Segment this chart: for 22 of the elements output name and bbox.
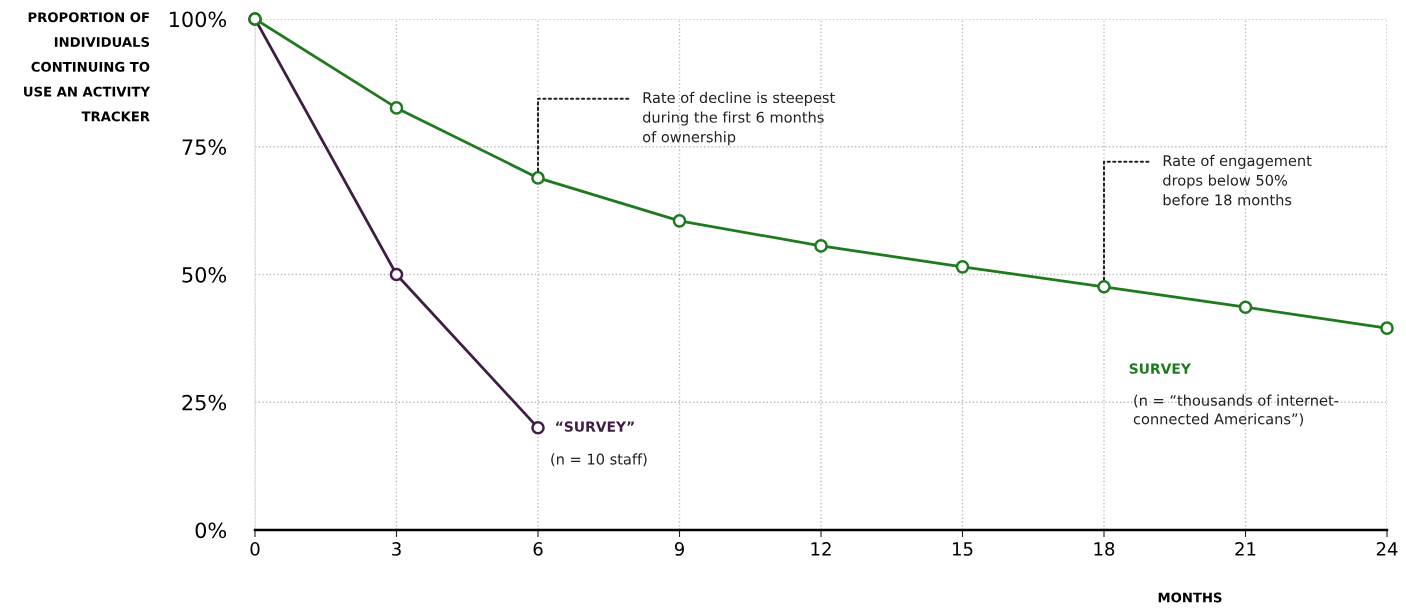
annotation: (n = 10 staff) [551, 453, 647, 467]
annotation: Rate of decline is steepest during the first 6 months of ownership [642, 91, 835, 146]
x-tick-label: 15 [953, 542, 973, 556]
series-label: “SURVEY” [556, 421, 634, 432]
x-axis-title: MONTHS [1158, 592, 1222, 603]
x-tick-label: 3 [392, 542, 401, 556]
text: SURVEY [1129, 363, 1192, 374]
x-tick-label: 6 [533, 542, 543, 556]
x-tick-label: 18 [1094, 542, 1115, 556]
x-tick-label: 24 [1376, 542, 1398, 556]
x-tick-label: 12 [811, 542, 831, 556]
annotation: Rate of engagement drops below 50% before 18 months [1163, 154, 1312, 206]
y-axis-title: PROPORTION OF INDIVIDUALS CONTINUING TO USE AN ACTIVITY TRACKER [24, 12, 151, 122]
x-tick-label: 9 [674, 542, 684, 556]
y-tick-label: 25% [182, 394, 227, 411]
x-tick-label: 21 [1235, 542, 1256, 556]
y-tick-label: 0% [195, 522, 227, 539]
y-tick-label: 100% [169, 11, 227, 28]
annotation: (n = “thousands of internet- connected Americans”) [1133, 394, 1339, 427]
y-tick-label: 75% [182, 139, 227, 155]
x-tick-label: 0 [250, 542, 260, 556]
y-tick-label: 50% [182, 266, 227, 283]
